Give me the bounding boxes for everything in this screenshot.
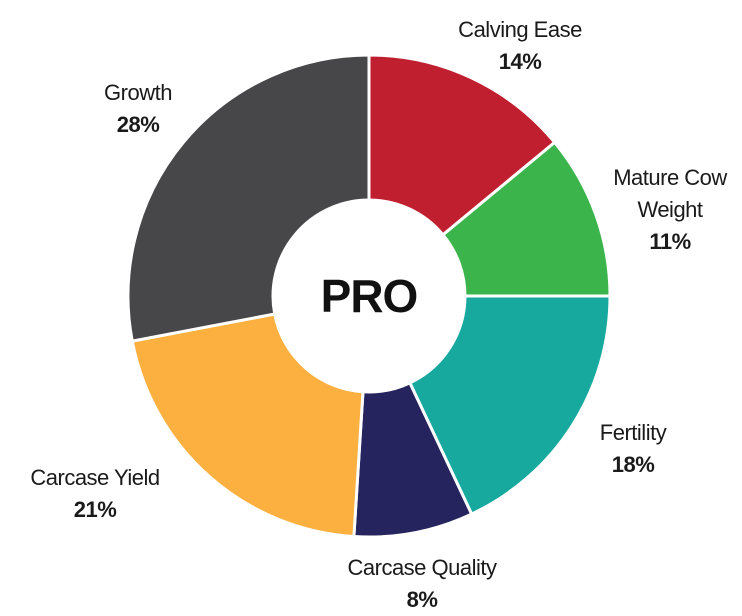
value-label: 11% [649, 229, 691, 254]
slice-label: Growth 28% [104, 77, 172, 141]
category-name: Fertility [599, 420, 667, 445]
slice-label: Carcase Quality 8% [347, 552, 497, 616]
donut-slice [407, 294, 612, 517]
value-label: 18% [611, 452, 655, 477]
value-label: 14% [498, 49, 542, 74]
slice-label: Carcase Yield 21% [30, 462, 160, 526]
category-name: Carcase Yield [30, 465, 160, 490]
category-name: Calving Ease [458, 17, 582, 42]
donut-slice [130, 312, 365, 539]
center-label: PRO [320, 270, 419, 322]
category-name: Carcase Quality [347, 555, 497, 580]
donut-slice [367, 53, 557, 237]
category-name: Mature Cow Weight [613, 165, 727, 222]
slice-label: Fertility 18% [599, 417, 667, 481]
value-label: 21% [73, 497, 117, 522]
donut-slice [126, 53, 371, 343]
value-label: 28% [116, 112, 160, 137]
slice-label: Mature Cow Weight 11% [600, 162, 740, 258]
category-name: Growth [104, 80, 172, 105]
value-label: 8% [406, 587, 438, 612]
slice-label: Calving Ease 14% [458, 14, 582, 78]
